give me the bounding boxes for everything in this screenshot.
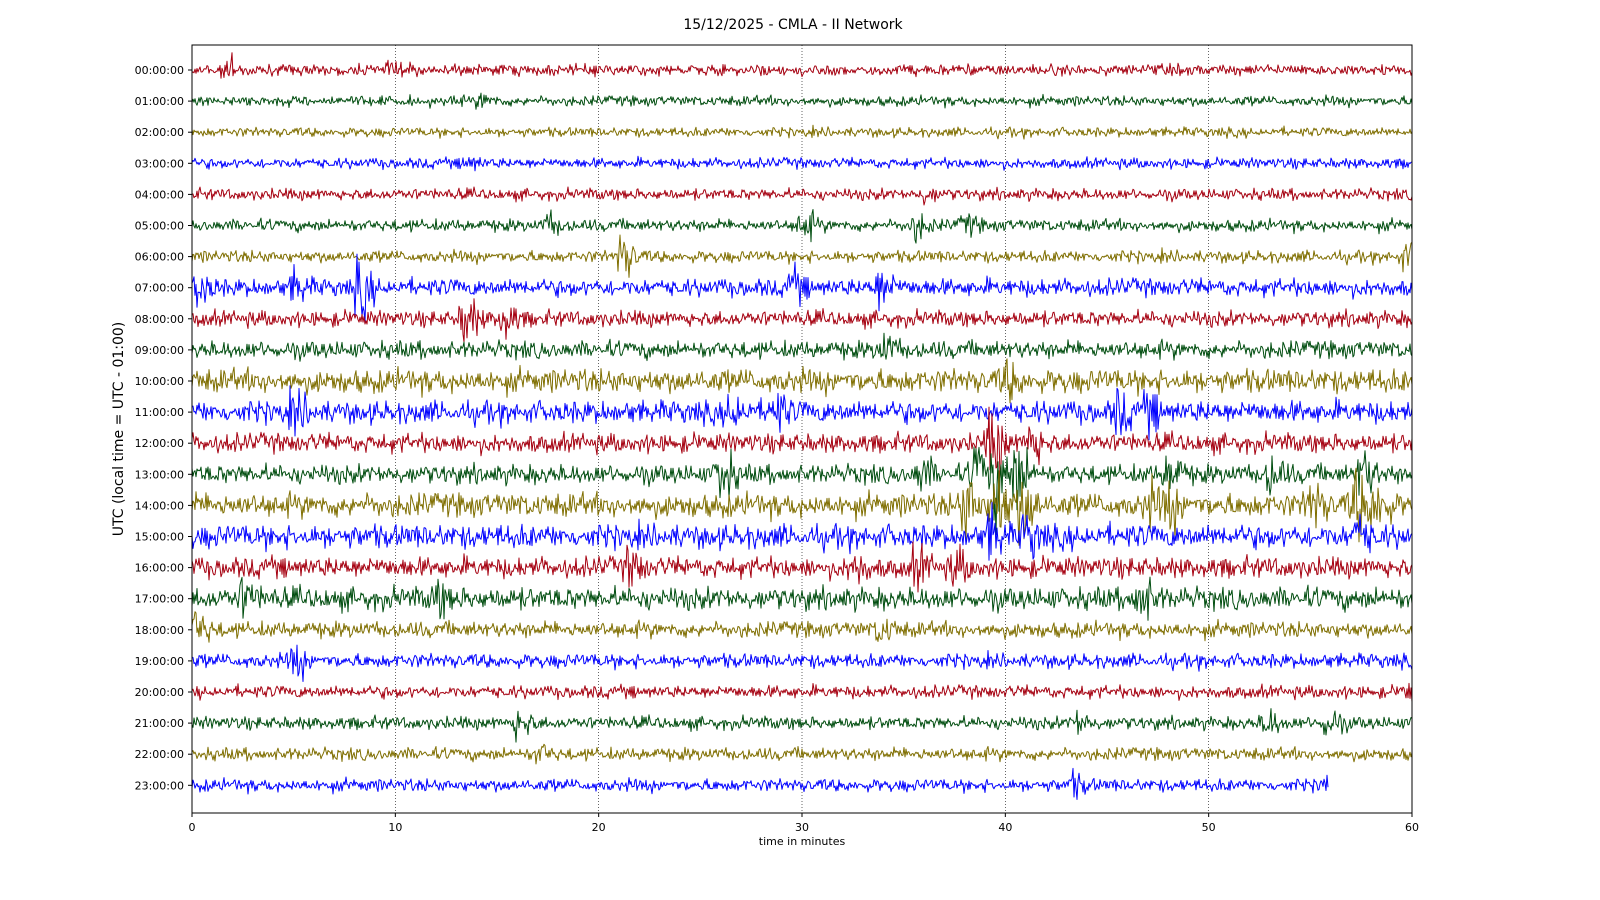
y-tick-label: 09:00:00 xyxy=(135,344,184,357)
y-tick-label: 18:00:00 xyxy=(135,624,184,637)
seismogram-trace xyxy=(191,124,1413,140)
y-tick-label: 13:00:00 xyxy=(135,468,184,481)
y-tick-label: 16:00:00 xyxy=(135,562,184,575)
seismogram-trace xyxy=(191,358,1413,404)
y-tick-label: 22:00:00 xyxy=(135,748,184,761)
seismogram-trace xyxy=(191,767,1329,800)
y-tick-label: 07:00:00 xyxy=(135,282,184,295)
seismogram-trace xyxy=(191,541,1413,593)
y-tick-label: 05:00:00 xyxy=(135,220,184,233)
y-tick-label: 03:00:00 xyxy=(135,157,184,170)
y-tick-label: 15:00:00 xyxy=(135,531,184,544)
x-tick-label: 40 xyxy=(998,821,1012,834)
seismogram-trace xyxy=(191,446,1413,536)
y-tick-label: 21:00:00 xyxy=(135,717,184,730)
y-tick-label: 11:00:00 xyxy=(135,406,184,419)
grid-layer xyxy=(395,45,1209,813)
y-tick-label: 10:00:00 xyxy=(135,375,184,388)
y-axis-label: UTC (local time = UTC - 01:00) xyxy=(111,322,127,537)
y-tick-label: 19:00:00 xyxy=(135,655,184,668)
seismogram-trace xyxy=(191,644,1413,682)
seismogram-trace xyxy=(191,385,1413,441)
seismogram-trace xyxy=(191,234,1413,278)
seismogram-trace xyxy=(191,92,1413,110)
seismogram-trace xyxy=(191,253,1413,325)
y-tick-label: 01:00:00 xyxy=(135,95,184,108)
x-axis: 0 10 20 30 40 50 60 xyxy=(189,813,1419,834)
y-tick-label: 00:00:00 xyxy=(135,64,184,77)
seismogram-trace xyxy=(191,611,1413,643)
chart-title: 15/12/2025 - CMLA - II Network xyxy=(683,17,903,33)
seismogram-trace xyxy=(191,682,1413,702)
x-tick-label: 0 xyxy=(189,821,196,834)
seismogram-trace xyxy=(191,209,1413,244)
seismogram-trace xyxy=(191,501,1413,561)
y-tick-label: 23:00:00 xyxy=(135,779,184,792)
seismogram-trace xyxy=(191,708,1413,743)
seismogram-trace xyxy=(191,52,1413,79)
y-tick-label: 06:00:00 xyxy=(135,251,184,264)
x-tick-label: 10 xyxy=(388,821,402,834)
seismogram-trace xyxy=(191,576,1413,621)
x-tick-label: 30 xyxy=(795,821,809,834)
seismogram-trace xyxy=(191,332,1413,362)
seismogram-trace xyxy=(191,406,1413,479)
seismogram-trace xyxy=(191,743,1413,765)
y-tick-label: 20:00:00 xyxy=(135,686,184,699)
y-axis: 00:00:00 01:00:00 02:00:00 03:00:00 04:00:00… xyxy=(135,64,192,792)
seismogram-trace xyxy=(191,155,1413,172)
y-tick-label: 04:00:00 xyxy=(135,188,184,201)
seismogram-trace xyxy=(191,467,1413,546)
y-tick-label: 08:00:00 xyxy=(135,313,184,326)
x-axis-label: time in minutes xyxy=(759,835,846,848)
y-tick-label: 02:00:00 xyxy=(135,126,184,139)
seismogram-trace xyxy=(191,298,1413,343)
y-tick-label: 17:00:00 xyxy=(135,593,184,606)
traces-layer xyxy=(191,52,1413,800)
x-tick-label: 20 xyxy=(592,821,606,834)
y-tick-label: 14:00:00 xyxy=(135,499,184,512)
y-tick-label: 12:00:00 xyxy=(135,437,184,450)
seismogram-trace xyxy=(192,186,1413,206)
x-tick-label: 60 xyxy=(1405,821,1419,834)
x-tick-label: 50 xyxy=(1202,821,1216,834)
